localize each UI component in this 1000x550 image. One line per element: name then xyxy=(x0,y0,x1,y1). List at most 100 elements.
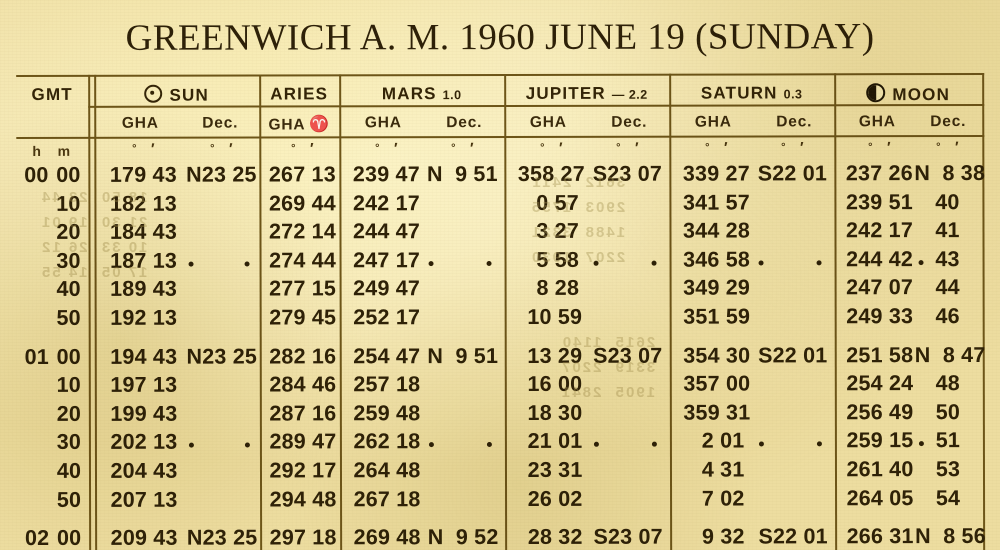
moon-dec-00-00: N 8 38 xyxy=(914,160,986,186)
moon-dec-00-20: 41 xyxy=(935,218,960,243)
moon-dec-01-00: N 8 47 xyxy=(914,342,986,367)
saturn-gha-00-50: 351 59 xyxy=(683,304,751,329)
aries-mars-rule xyxy=(339,74,343,550)
aries-gha-00-50: 279 45 xyxy=(269,305,337,330)
aries-gha-01-10: 284 46 xyxy=(269,372,337,397)
aries-gha-00-10: 269 44 xyxy=(268,190,336,216)
sun-dec-01-30-dot-left xyxy=(188,443,194,449)
aries-gha-01-20: 287 16 xyxy=(269,401,337,426)
jupiter-gha-units: ° ′ xyxy=(540,139,563,157)
mars-dec-01-30-dot-right xyxy=(486,442,492,448)
table-top-rule xyxy=(16,72,985,78)
mars-jupiter-rule xyxy=(504,73,508,550)
jupiter-dec-00-30-dot-left xyxy=(593,260,599,266)
sun-gha-01-30: 202 13 xyxy=(110,430,178,455)
gmt-units: h m xyxy=(32,142,74,159)
subheader-aries-gha: GHA ♈ xyxy=(268,116,331,134)
gmt-minute-00-50: 50 xyxy=(56,305,81,330)
jupiter-gha-01-20: 18 30 xyxy=(521,400,583,425)
saturn-magnitude: 0.3 xyxy=(783,87,803,102)
page-title: GREENWICH A. M. 1960 JUNE 19 (SUNDAY) xyxy=(125,16,875,59)
moon-dec-01-40: 53 xyxy=(935,457,961,482)
mars-gha-01-00: 254 47 xyxy=(353,343,421,368)
sun-gha-01-50: 207 13 xyxy=(110,487,178,512)
gmt-col-rule-a xyxy=(88,74,92,550)
saturn-gha-units: ° ′ xyxy=(705,139,728,157)
mars-gha-00-20: 244 47 xyxy=(352,219,420,244)
moon-gha-01-30: 259 15 xyxy=(846,428,914,453)
saturn-gha-00-30: 346 58 xyxy=(683,247,751,272)
jupiter-gha-00-10: 0 57 xyxy=(523,190,579,215)
sun-gha-units: ° ′ xyxy=(132,140,155,158)
saturn-dec-02-00: S22 01 xyxy=(758,524,828,549)
moon-dec-01-50: 54 xyxy=(935,485,961,510)
saturn-gha-01-00: 354 30 xyxy=(683,343,751,368)
aries-gha-00-30: 274 44 xyxy=(269,248,337,273)
mars-gha-00-00: 239 47 xyxy=(352,162,420,187)
sun-gha-00-50: 192 13 xyxy=(110,305,178,330)
header-aries-label: ARIES xyxy=(270,84,329,104)
moon-dec-02-00: N 8 56 xyxy=(915,524,986,549)
mars-dec-units: ° ′ xyxy=(451,140,474,158)
subheader-jupiter-gha: GHA xyxy=(529,113,567,131)
table-right-rule xyxy=(982,72,986,550)
almanac-table: GMT SUN ARIES MARS 1.0 JUPITER — 2.2 SAT… xyxy=(16,72,986,550)
gmt-hour-00: 00 xyxy=(24,162,49,187)
sun-gha-01-00: 194 43 xyxy=(110,344,178,369)
mars-gha-01-40: 264 48 xyxy=(353,458,421,483)
moon-gha-01-00: 251 58 xyxy=(846,342,914,367)
jupiter-dec-02-00: S23 07 xyxy=(593,524,663,549)
moon-gha-01-10: 254 24 xyxy=(846,371,914,396)
sun-dec-00-30-dot-right xyxy=(244,261,250,267)
jupiter-gha-00-20: 3 27 xyxy=(523,219,580,244)
saturn-dec-units: ° ′ xyxy=(781,139,804,157)
sun-gha-00-20: 184 43 xyxy=(109,219,177,245)
aries-gha-01-00: 282 16 xyxy=(269,343,337,369)
gmt-col-rule-b xyxy=(94,74,98,550)
gmt-minute-00-10: 10 xyxy=(56,191,81,216)
moon-gha-00-30: 244 42 xyxy=(846,246,914,272)
aries-gha-02-00: 297 18 xyxy=(269,525,337,550)
gmt-minute-01-40: 40 xyxy=(56,458,82,483)
sun-gha-01-40: 204 43 xyxy=(110,458,178,483)
saturn-dec-01-30-dot-right xyxy=(816,441,822,447)
subheader-mars-dec: Dec. xyxy=(446,114,483,132)
sun-gha-00-10: 182 13 xyxy=(109,191,177,216)
jupiter-gha-01-30: 21 01 xyxy=(521,429,583,454)
mars-dec-01-00: N 9 51 xyxy=(427,343,499,368)
mars-gha-02-00: 269 48 xyxy=(353,525,421,550)
aries-gha-01-30: 289 47 xyxy=(269,429,337,454)
aries-gha-00-20: 272 14 xyxy=(268,219,336,244)
sun-gha-01-20: 199 43 xyxy=(110,401,178,426)
jupiter-gha-00-40: 8 28 xyxy=(524,276,580,301)
jupiter-dec-units: ° ′ xyxy=(616,139,639,157)
moon-gha-01-20: 256 49 xyxy=(846,399,914,425)
gmt-minute-00-40: 40 xyxy=(56,277,81,302)
header-jupiter: JUPITER — 2.2 xyxy=(525,83,648,103)
sun-icon xyxy=(144,84,163,103)
gmt-minute-00-00: 00 xyxy=(56,162,81,187)
header-moon: MOON xyxy=(834,83,982,105)
saturn-gha-00-00: 339 27 xyxy=(682,161,750,186)
moon-gha-01-50: 264 05 xyxy=(846,485,914,510)
moon-dec-01-20: 50 xyxy=(935,399,961,424)
sun-gha-00-30: 187 13 xyxy=(110,248,178,273)
jupiter-dec-00-00: S23 07 xyxy=(592,161,663,186)
jupiter-gha-00-50: 10 59 xyxy=(521,304,583,329)
jupiter-gha-01-10: 16 00 xyxy=(521,372,583,397)
jupiter-dec-01-30-dot-right xyxy=(651,442,657,448)
moon-gha-00-10: 239 51 xyxy=(845,189,913,214)
aries-icon: ♈ xyxy=(309,116,331,134)
gmt-minute-00-20: 20 xyxy=(56,220,81,245)
saturn-dec-01-00: S22 01 xyxy=(758,342,828,368)
saturn-moon-rule xyxy=(834,73,838,550)
moon-dec-units: ° ′ xyxy=(936,139,959,157)
moon-gha-units: ° ′ xyxy=(868,139,891,157)
saturn-gha-00-40: 349 29 xyxy=(683,275,751,301)
mars-gha-01-30: 262 18 xyxy=(353,429,421,454)
saturn-gha-02-00: 9 32 xyxy=(689,524,745,549)
gmt-hour-01: 01 xyxy=(24,344,49,369)
gmt-minute-01-00: 00 xyxy=(56,344,81,369)
mars-gha-00-40: 249 47 xyxy=(353,276,421,301)
mars-gha-00-50: 252 17 xyxy=(353,305,421,330)
